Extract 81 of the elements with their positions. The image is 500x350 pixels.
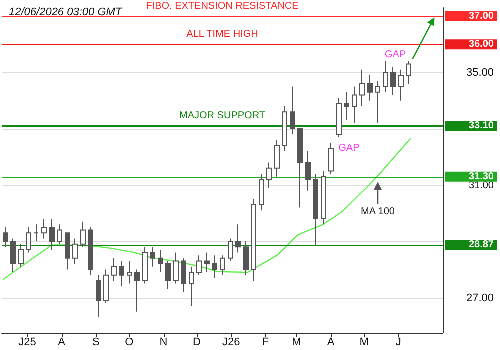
candlestick — [96, 274, 101, 318]
candlestick — [41, 218, 47, 240]
candlestick — [243, 241, 249, 276]
candlestick — [398, 69, 404, 102]
candlestick — [165, 260, 171, 290]
candlestick — [189, 266, 194, 307]
x-tick-label: O — [125, 336, 134, 348]
x-tick-label: F — [262, 336, 270, 348]
candlestick — [196, 255, 202, 276]
line-series — [2, 138, 412, 280]
candlestick — [406, 60, 411, 84]
candlestick — [18, 244, 24, 268]
candlestick — [383, 60, 388, 93]
candlestick — [251, 198, 256, 282]
chart-title: 12/06/2026 03:00 GMT — [9, 6, 124, 18]
y-tick-label: 31.00 — [468, 180, 494, 192]
candlestick — [282, 106, 287, 152]
x-tick-label: S — [92, 336, 100, 348]
y-tick-label: 28.87 — [468, 240, 494, 251]
candlestick — [111, 258, 117, 282]
candlestick — [212, 255, 217, 279]
candlestick — [204, 252, 210, 273]
candlestick — [305, 151, 311, 192]
candlestick — [3, 226, 8, 248]
annotation: MA 100 — [361, 206, 396, 218]
candlestick — [26, 226, 31, 254]
x-tick-label: N — [160, 336, 168, 348]
x-tick-label: M — [360, 336, 369, 348]
y-tick-label: 36.00 — [468, 39, 494, 50]
x-tick-label: J25 — [18, 336, 36, 348]
annotation: GAP — [338, 143, 360, 154]
y-tick-label: 27.00 — [466, 292, 494, 304]
y-tick-label: 37.00 — [468, 10, 494, 22]
ref-line-label: ALL TIME HIGH — [186, 29, 258, 40]
candlestick — [336, 98, 342, 138]
candlestick — [57, 224, 62, 245]
ref-line-label: FIBO. EXTENSION RESISTANCE — [146, 0, 300, 12]
candlestick — [10, 238, 16, 273]
ref-line-label: MAJOR SUPPORT — [180, 110, 266, 122]
candlestick — [367, 75, 373, 102]
candlestick — [266, 162, 272, 189]
candlestick — [259, 174, 264, 212]
candlestick — [390, 66, 396, 96]
candlestick — [72, 238, 78, 265]
candlestick — [181, 258, 186, 293]
candlestick — [313, 174, 318, 246]
x-tick-label: J26 — [222, 336, 240, 348]
candlestick — [290, 86, 295, 136]
candlestick — [352, 86, 357, 124]
candlestick — [127, 260, 132, 284]
candlestick — [344, 92, 349, 122]
candlestick — [321, 170, 326, 226]
candlestick — [375, 80, 380, 124]
candlestick — [80, 221, 86, 248]
candlestick — [150, 246, 155, 268]
candlestick — [88, 226, 93, 276]
candlestick — [328, 142, 334, 175]
x-tick-label: A — [327, 336, 336, 348]
candlestick — [49, 218, 55, 250]
x-tick-label: J — [396, 336, 402, 348]
y-tick-label: 33.10 — [468, 120, 494, 132]
candlestick — [134, 269, 140, 312]
candlestick — [119, 260, 124, 288]
candlestick — [228, 238, 233, 262]
y-tick-label: 35.00 — [466, 67, 494, 80]
x-tick-label: A — [58, 336, 66, 348]
candlestick — [103, 269, 109, 304]
candlestick — [65, 232, 70, 270]
candlestick — [158, 249, 163, 273]
candlestick — [235, 224, 241, 254]
x-tick-label: D — [193, 336, 202, 348]
y-tick-label: 31.30 — [468, 171, 494, 182]
candlestick — [297, 128, 303, 208]
annotation: GAP — [385, 50, 406, 60]
candlestick — [359, 69, 365, 107]
x-tick-label: M — [292, 336, 302, 348]
candlestick — [173, 252, 179, 284]
candlestick — [142, 246, 148, 284]
candlestick — [274, 140, 280, 178]
candlestick — [220, 255, 225, 276]
candlestick — [34, 224, 39, 242]
